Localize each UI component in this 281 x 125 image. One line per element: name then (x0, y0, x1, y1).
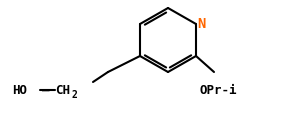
Text: —: — (42, 84, 49, 96)
Text: CH: CH (55, 84, 70, 96)
Text: HO: HO (12, 84, 27, 96)
Text: N: N (197, 17, 205, 31)
Text: 2: 2 (72, 90, 78, 100)
Text: OPr-i: OPr-i (200, 84, 237, 96)
